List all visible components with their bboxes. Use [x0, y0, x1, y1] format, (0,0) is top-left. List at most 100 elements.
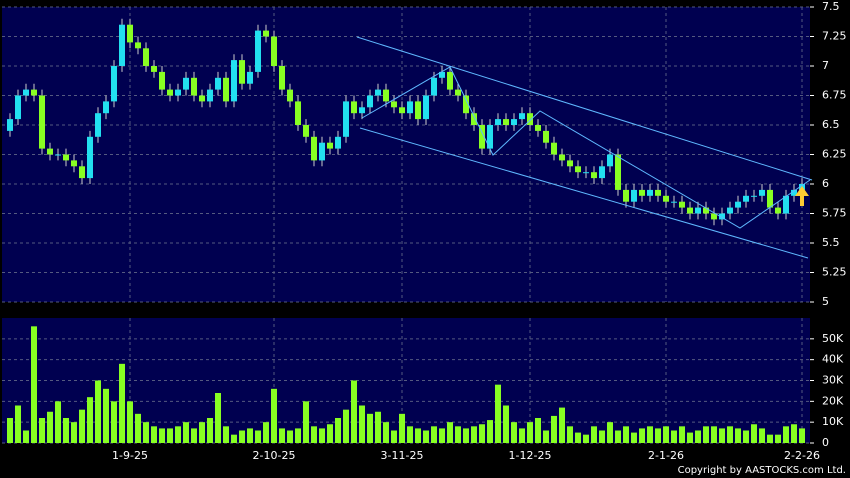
- candle-body: [735, 201, 741, 208]
- candle-body: [79, 166, 85, 179]
- candle-body: [415, 101, 421, 120]
- candle-body: [503, 119, 509, 125]
- volume-bar: [575, 432, 581, 443]
- candle-body: [447, 71, 453, 90]
- volume-bar: [783, 426, 789, 443]
- candle-body: [519, 113, 525, 120]
- copyright: Copyright by AASTOCKS.com Ltd.: [678, 465, 846, 476]
- candle-body: [495, 119, 501, 125]
- candle-body: [375, 89, 381, 96]
- candle-body: [439, 71, 445, 78]
- candle-body: [463, 95, 469, 114]
- volume-bar: [671, 430, 677, 443]
- candle-body: [7, 119, 13, 131]
- zigzag: [361, 66, 811, 229]
- volume-bar: [439, 428, 445, 443]
- volume-bar: [415, 428, 421, 443]
- y-tick-label: 50K: [822, 332, 844, 345]
- candle-body: [455, 89, 461, 96]
- volume-bar: [407, 426, 413, 443]
- volume-bar: [631, 432, 637, 443]
- y-tick-label: 5.75: [822, 207, 847, 220]
- candle-body: [559, 154, 565, 161]
- volume-bar: [223, 426, 229, 443]
- volume-bar: [327, 424, 333, 443]
- volume-bar: [503, 405, 509, 443]
- candle-body: [359, 107, 365, 114]
- volume-bar: [583, 434, 589, 443]
- volume-bar: [231, 434, 237, 443]
- trend-lines: [356, 36, 813, 259]
- labels: 5 5.25 5.5 5.75 6 6.25 6.5 6.75 7 7.25 7.5 0 10K 20K 3…: [112, 0, 846, 462]
- volume-bar: [527, 422, 533, 443]
- volume-bar: [623, 426, 629, 443]
- volume-bar: [55, 401, 61, 443]
- candle-body: [623, 189, 629, 202]
- volume-bar: [111, 401, 117, 443]
- volume-bar: [751, 424, 757, 443]
- volume-bar: [263, 422, 269, 443]
- arrow-icon: [795, 186, 809, 206]
- volume-bar: [255, 430, 261, 443]
- candle-body: [159, 71, 165, 90]
- volume-bar: [31, 326, 37, 443]
- volume-bar: [15, 405, 21, 443]
- candle-body: [175, 89, 181, 96]
- candle-body: [87, 136, 93, 179]
- candle-body: [23, 89, 29, 96]
- candle-body: [431, 77, 437, 96]
- candle-body: [711, 213, 717, 220]
- candle-body: [319, 142, 325, 161]
- candle-body: [407, 101, 413, 114]
- volume-bar: [95, 380, 101, 443]
- candle-body: [215, 77, 221, 90]
- candle-body: [167, 89, 173, 96]
- candle-body: [423, 95, 429, 120]
- candle-body: [479, 125, 485, 149]
- volume-bar: [103, 388, 109, 443]
- candle-body: [655, 189, 661, 196]
- volume-bar: [7, 418, 13, 443]
- channel-upper: [356, 36, 813, 181]
- volume-bar: [799, 428, 805, 443]
- volume-bar: [183, 422, 189, 443]
- candle-body: [119, 24, 125, 66]
- candle-body: [511, 119, 517, 125]
- volume-bar: [639, 428, 645, 443]
- volume-bar: [703, 426, 709, 443]
- candle-body: [703, 207, 709, 214]
- candle-body: [39, 95, 45, 149]
- volume-bar: [199, 422, 205, 443]
- candle-body: [255, 30, 261, 72]
- candle-body: [311, 136, 317, 161]
- candle-body: [383, 89, 389, 102]
- volume-bar: [279, 428, 285, 443]
- volume-bar: [367, 413, 373, 443]
- volume-bar: [303, 401, 309, 443]
- volume-bar: [319, 428, 325, 443]
- candle-body: [687, 207, 693, 214]
- y-tick-label: 6.25: [822, 148, 847, 161]
- volume-bar: [647, 426, 653, 443]
- candle-body: [103, 101, 109, 114]
- volume-bar: [215, 393, 221, 443]
- volume-bar: [479, 424, 485, 443]
- candle-body: [639, 189, 645, 196]
- y-tick-label: 10K: [822, 415, 844, 428]
- volume-bar: [135, 413, 141, 443]
- candle-body: [327, 142, 333, 149]
- volume-bar: [79, 409, 85, 443]
- candle-body: [551, 142, 557, 155]
- candle-body: [335, 136, 341, 149]
- candle-body: [391, 101, 397, 108]
- y-tick-label: 6.75: [822, 89, 847, 102]
- candle-body: [199, 95, 205, 102]
- x-tick-label: 1-9-25: [112, 449, 148, 462]
- candle-body: [527, 113, 533, 125]
- volume-bar: [719, 428, 725, 443]
- candle-body: [671, 201, 677, 203]
- volume-bar: [391, 430, 397, 443]
- volume-bar: [23, 430, 29, 443]
